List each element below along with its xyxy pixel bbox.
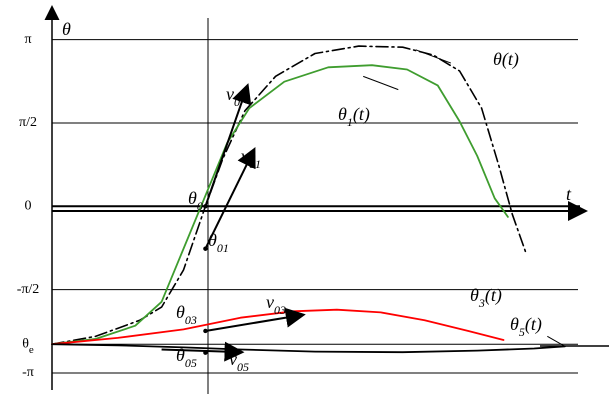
- x-axis-label: t: [566, 184, 572, 204]
- annotation-0: θ0: [188, 188, 203, 213]
- grid-layer: [52, 39, 580, 374]
- annotation-7: v05: [229, 349, 249, 374]
- theta03-point: [203, 328, 208, 334]
- series-layer: [51, 45, 609, 362]
- v01-arrow: [204, 147, 256, 250]
- theta01-point: [203, 246, 208, 251]
- annotation-9: θ1(t): [338, 104, 370, 129]
- theta0-point: [203, 204, 208, 209]
- y-tick-label-3: -π/2: [17, 282, 40, 297]
- series-line-3: [51, 343, 566, 354]
- v0-arrow: [204, 83, 252, 207]
- y-tick-label-2: 0: [25, 199, 32, 214]
- y-tick-label-1: π/2: [19, 115, 37, 130]
- annotation-11: θ5(t): [510, 314, 542, 339]
- theta5-t-leader: [547, 335, 566, 347]
- annotation-1: θ01: [208, 230, 229, 255]
- y-tick-label-5: -π: [22, 365, 34, 380]
- theta05-point: [203, 350, 208, 355]
- annotation-4: v0: [226, 84, 240, 109]
- series-line-0: [51, 45, 527, 345]
- theta-t-leader: [415, 49, 452, 64]
- series-line-2: [51, 308, 505, 346]
- annotation-5: v01: [241, 146, 261, 171]
- y-tick-label-4: θe: [22, 336, 34, 355]
- annotation-3: θ05: [176, 345, 197, 370]
- v03-arrow: [205, 307, 306, 332]
- series-line-1: [51, 64, 509, 346]
- annotation-6: v03: [266, 292, 286, 317]
- annotation-10: θ3(t): [470, 285, 502, 310]
- v05-arrow: [161, 341, 245, 362]
- annotation-2: θ03: [176, 302, 197, 327]
- y-axis-label: θ: [62, 19, 71, 39]
- y-tick-label-0: π: [24, 32, 31, 47]
- theta1-t-leader: [363, 75, 399, 91]
- annotation-8: θ(t): [493, 49, 519, 70]
